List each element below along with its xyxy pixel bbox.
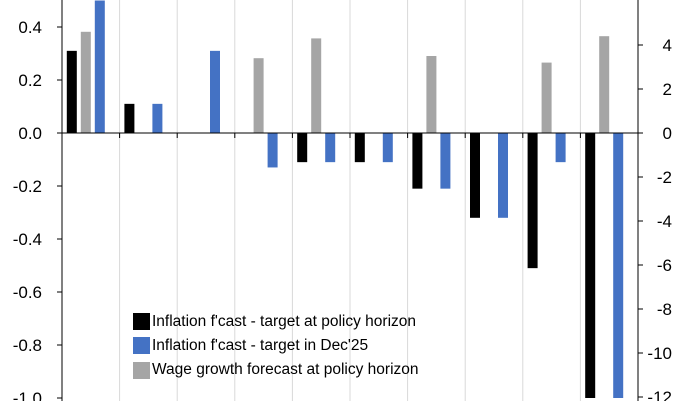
left-tick-label: 0.4: [18, 18, 42, 37]
bar-inflation-dec25-8: [498, 133, 508, 218]
left-tick-label: -1.0: [13, 389, 42, 401]
legend: Inflation f'cast - target at policy hori…: [133, 313, 419, 379]
left-tick-label: -0.6: [13, 283, 42, 302]
bar-wage-growth-4: [253, 58, 264, 134]
bar-inflation-dec25-1: [94, 0, 105, 133]
gridlines: [119, 0, 581, 401]
right-tick-label: 0: [663, 124, 672, 143]
bar-inflation-policy-horizon-7: [412, 133, 423, 189]
bars: [66, 0, 624, 398]
right-tick-label: -6: [657, 256, 672, 275]
axes: [61, 0, 639, 401]
legend-swatch-wage-growth: [133, 362, 150, 379]
bar-wage-growth-5: [311, 38, 322, 133]
left-tick-label: -0.8: [13, 336, 42, 355]
bar-inflation-policy-horizon-9: [527, 133, 538, 269]
left-tick-label: 0.2: [18, 71, 42, 90]
right-axis-ticks: -12 -10 -8 -6 -4 -2 0 2 4: [638, 36, 672, 401]
bar-inflation-policy-horizon-8: [470, 133, 480, 218]
right-tick-label: -10: [647, 344, 672, 363]
bar-inflation-policy-horizon-5: [297, 133, 308, 163]
right-tick-label: -2: [657, 168, 672, 187]
bar-inflation-dec25-4: [267, 133, 278, 168]
legend-swatch-inflation-dec25: [133, 337, 150, 354]
legend-label-wage-growth: Wage growth forecast at policy horizon: [152, 361, 419, 378]
bar-wage-growth-10: [599, 36, 610, 134]
bar-wage-growth-1: [80, 31, 91, 133]
bar-wage-growth-7: [426, 56, 437, 133]
right-tick-label: 2: [663, 80, 672, 99]
left-axis-ticks: -1.0 -0.8 -0.6 -0.4 -0.2 0.0 0.2 0.4: [13, 18, 62, 401]
bar-inflation-policy-horizon-1: [66, 50, 77, 133]
bar-inflation-dec25-9: [555, 133, 566, 163]
right-tick-label: -8: [657, 300, 672, 319]
bar-inflation-policy-horizon-2: [124, 103, 135, 133]
left-tick-label: 0.0: [18, 124, 42, 143]
legend-swatch-inflation-policy-horizon: [133, 313, 150, 330]
bar-inflation-policy-horizon-6: [354, 133, 365, 163]
bar-inflation-dec25-2: [152, 103, 163, 133]
right-tick-label: -4: [657, 212, 672, 231]
legend-label-inflation-policy-horizon: Inflation f'cast - target at policy hori…: [152, 313, 416, 330]
bar-inflation-dec25-10: [613, 133, 624, 398]
bar-inflation-dec25-7: [440, 133, 451, 189]
bar-inflation-dec25-3: [210, 50, 220, 133]
left-tick-label: -0.4: [13, 230, 42, 249]
left-tick-label: -0.2: [13, 177, 42, 196]
bar-inflation-dec25-5: [325, 133, 336, 163]
bar-wage-growth-9: [541, 62, 552, 133]
bar-inflation-policy-horizon-10: [585, 133, 596, 398]
right-tick-label: -12: [647, 388, 672, 401]
legend-label-inflation-dec25: Inflation f'cast - target in Dec'25: [152, 337, 368, 354]
right-tick-label: 4: [663, 36, 672, 55]
bar-inflation-dec25-6: [382, 133, 393, 163]
